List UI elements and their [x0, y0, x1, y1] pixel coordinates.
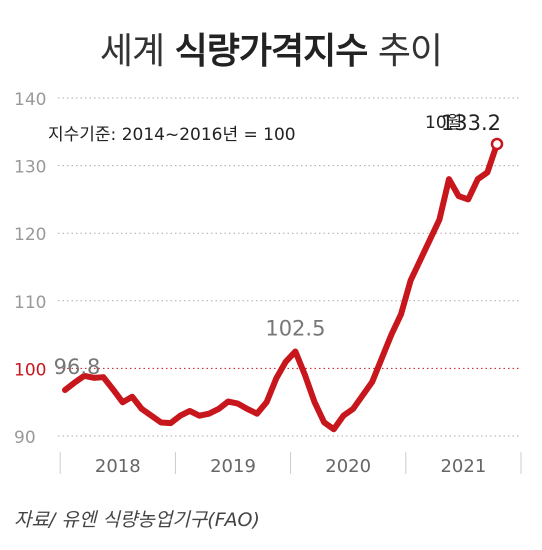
- x-tick-label: 2021: [440, 456, 486, 477]
- y-tick-label: 140: [14, 90, 46, 110]
- y-tick-label: 120: [14, 225, 46, 245]
- value-annotation: 96.8: [54, 355, 101, 379]
- y-tick-label: 100: [14, 360, 46, 380]
- title-suffix: 추이: [377, 31, 443, 72]
- latest-point-marker: [490, 137, 504, 151]
- latest-month-label: 10월: [425, 113, 462, 133]
- y-axis-ticks: 90 100 110 120 130 140: [14, 90, 46, 448]
- latest-value-label: 133.2: [441, 111, 501, 135]
- grid-lines: [58, 97, 520, 437]
- x-tick-label: 2018: [95, 456, 141, 477]
- source-note: 자료/ 유엔 식량농업기구(FAO): [14, 509, 260, 531]
- title-prefix: 세계: [99, 31, 165, 72]
- series-line: [62, 140, 500, 433]
- index-base-note: 지수기준: 2014~2016년 = 100: [48, 125, 296, 145]
- chart-title: 세계 식량가격지수 추이: [0, 22, 542, 74]
- y-tick-label: 110: [14, 293, 46, 313]
- y-tick-label: 130: [14, 158, 46, 178]
- title-emphasis: 식량가격지수: [174, 31, 369, 72]
- y-tick-label: 90: [14, 428, 36, 448]
- series-group: [62, 140, 500, 433]
- x-axis: 2018 2019 2020 2021: [59, 452, 522, 477]
- x-tick-label: 2019: [210, 456, 256, 477]
- value-annotation: 102.5: [265, 317, 325, 341]
- x-tick-label: 2020: [325, 456, 371, 477]
